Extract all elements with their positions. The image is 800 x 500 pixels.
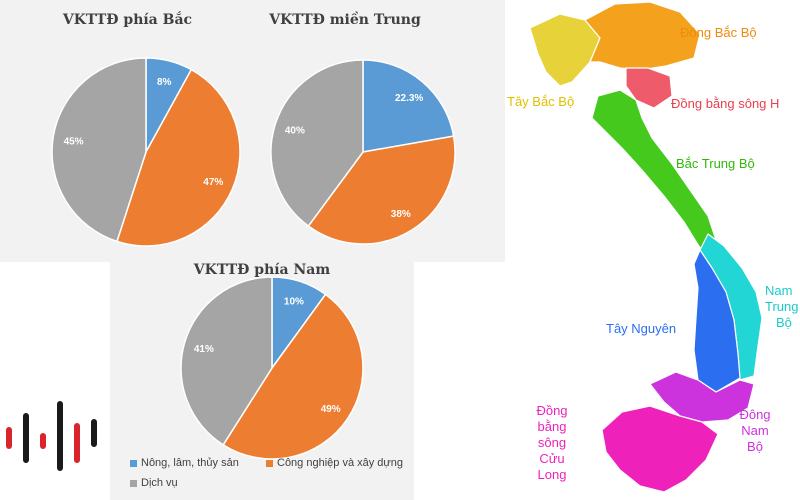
pie-chart-south: 10% 49% 41% <box>180 276 364 460</box>
map-label-dbscl-5: Long <box>537 467 567 482</box>
brand-logo <box>6 401 97 471</box>
logo-bar <box>91 419 97 447</box>
legend-swatch-industry <box>266 459 273 467</box>
logo-bar <box>74 423 80 463</box>
legend-item-industry: Công nghiệp và xây dựng <box>266 457 403 469</box>
map-label-nam-trung-2: Trung <box>765 299 799 314</box>
vietnam-region-map <box>529 1 763 493</box>
chart-legend: Nông, lâm, thủy sản Công nghiệp và xây d… <box>110 262 414 500</box>
legend-item-service: Dịch vụ <box>130 477 178 489</box>
logo-bar <box>6 427 12 449</box>
pie-data-label: 45% <box>64 137 84 148</box>
pie-data-label: 10% <box>284 296 304 307</box>
map-region-dbscl <box>601 405 719 493</box>
map-label-bac-trung: Bắc Trung Bộ <box>676 156 755 171</box>
map-label-tay-nguyen: Tây Nguyên <box>606 321 677 336</box>
pie-slice-industry <box>116 68 241 247</box>
pie-slice-service <box>51 57 147 243</box>
pie-data-label: 40% <box>285 126 305 137</box>
map-label-dbsh: Đồng bằng sông H <box>671 96 780 111</box>
map-label-dbscl-4: Cửu <box>539 451 565 466</box>
map-label-dong-bac: Đông Bắc Bộ <box>680 25 757 40</box>
pie-data-label: 38% <box>391 209 411 220</box>
map-label-dong-nam-2: Nam <box>741 423 769 438</box>
map-label-dong-nam-3: Bộ <box>747 439 763 454</box>
pie-chart-central: 22.3% 38% 40% <box>270 59 456 245</box>
map-region-dong-bac <box>584 1 701 71</box>
map-label-dbscl-3: sông <box>537 435 567 450</box>
logo-bar <box>23 413 29 463</box>
legend-label-service: Dịch vụ <box>141 477 178 489</box>
pie-data-label: 22.3% <box>395 93 423 104</box>
map-label-dbscl-1: Đồng <box>536 403 568 418</box>
pie-data-label: 49% <box>321 404 341 415</box>
pie-data-label: 47% <box>203 177 223 188</box>
pie-data-label: 41% <box>194 344 214 355</box>
pie-slice-industry <box>222 293 364 460</box>
logo-bar <box>40 433 46 449</box>
chart-title-south: VKTTĐ phía Nam <box>193 262 331 278</box>
pie-data-label: 8% <box>157 77 172 88</box>
map-region-dbsh <box>625 67 673 109</box>
map-region-dong-nam <box>649 371 755 423</box>
map-label-dong-nam-1: Đông <box>739 407 771 422</box>
logo-bar <box>57 401 63 471</box>
chart-title-central: VKTTĐ miền Trung <box>269 12 421 28</box>
pie-slice-service <box>270 59 364 228</box>
pie-slice-industry <box>307 135 456 245</box>
map-label-tay-bac: Tây Bắc Bộ <box>507 94 575 109</box>
legend-label-industry: Công nghiệp và xây dựng <box>277 457 404 469</box>
legend-label-agri: Nông, lâm, thủy sản <box>141 457 239 469</box>
map-label-nam-trung-1: Nam <box>765 283 793 298</box>
legend-swatch-agri <box>130 459 137 467</box>
pie-slice-agri <box>362 59 455 153</box>
pie-chart-north: 8% 47% 45% <box>51 57 241 247</box>
map-label-dbscl-2: bằng <box>537 419 567 434</box>
pie-slice-service <box>180 276 273 446</box>
chart-title-north: VKTTĐ phía Bắc <box>62 12 193 28</box>
map-label-nam-trung-3: Bộ <box>776 315 792 330</box>
map-region-tay-bac <box>529 13 601 87</box>
legend-item-agri: Nông, lâm, thủy sản <box>130 457 239 469</box>
legend-swatch-service <box>130 479 137 487</box>
